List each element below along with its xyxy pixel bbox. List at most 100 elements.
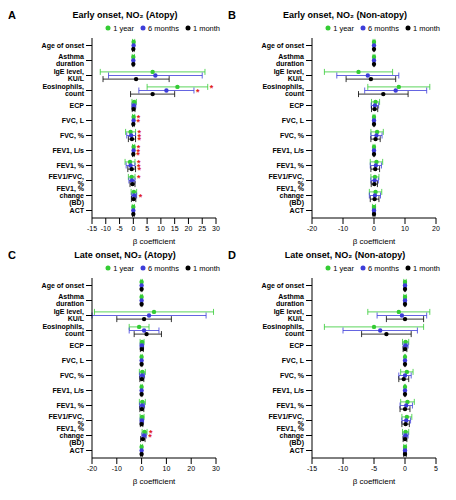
svg-text:ACT: ACT (290, 207, 305, 214)
svg-text:10: 10 (163, 465, 171, 472)
svg-text:FVC, L: FVC, L (62, 357, 85, 365)
html-text:1 month: 1 month (412, 23, 440, 33)
svg-text:FEV1, L/s: FEV1, L/s (272, 387, 304, 395)
svg-text:FVC, L: FVC, L (62, 117, 85, 125)
svg-text:-20: -20 (87, 465, 97, 472)
svg-text:IgE level,KU/L: IgE level,KU/L (54, 68, 85, 82)
svg-text:ECP: ECP (70, 102, 85, 109)
html-text:Late onset, NO₂ (Atopy): Late onset, NO₂ (Atopy) (74, 250, 176, 260)
svg-text:*: * (138, 135, 142, 145)
svg-text:-10: -10 (338, 465, 348, 472)
svg-text:Age of onset: Age of onset (42, 42, 85, 50)
svg-text:15: 15 (171, 225, 179, 232)
svg-text:*: * (139, 192, 143, 202)
svg-text:Eosinophils,count: Eosinophils,count (42, 323, 84, 337)
svg-text:Eosinophils,count: Eosinophils,count (262, 83, 304, 97)
svg-text:ACT: ACT (70, 447, 85, 454)
svg-text:IgE level,KU/L: IgE level,KU/L (274, 68, 305, 82)
svg-text:FEV1, L/s: FEV1, L/s (52, 147, 84, 155)
html-text:1 year: 1 year (113, 263, 134, 273)
svg-text:Eosinophils,count: Eosinophils,count (262, 323, 304, 337)
svg-text:FVC, %: FVC, % (60, 132, 85, 140)
svg-text:Asthmaduration: Asthmaduration (56, 53, 84, 67)
svg-text:FEV1, L/s: FEV1, L/s (52, 387, 84, 395)
svg-text:0: 0 (372, 225, 376, 232)
html-text:6 months: 6 months (368, 263, 399, 273)
html-text:1 month: 1 month (192, 23, 220, 33)
svg-text:Eosinophils,count: Eosinophils,count (42, 83, 84, 97)
svg-text:IgE level,KU/L: IgE level,KU/L (54, 308, 85, 322)
svg-text:30: 30 (212, 225, 220, 232)
html-text:1 month: 1 month (412, 263, 440, 273)
html-text:FEV1/FVC,: FEV1/FVC, (48, 173, 84, 181)
svg-text:-5: -5 (116, 225, 122, 232)
svg-text:Age of onset: Age of onset (262, 282, 305, 290)
svg-text:β coefficient: β coefficient (353, 237, 396, 246)
svg-text:30: 30 (212, 465, 220, 472)
svg-text:ECP: ECP (290, 102, 305, 109)
svg-text:20: 20 (185, 225, 193, 232)
svg-text:5: 5 (434, 465, 438, 472)
svg-text:*: * (196, 87, 200, 97)
svg-text:*: * (136, 150, 140, 160)
svg-text:FEV1, %change(BD): FEV1, %change(BD) (276, 185, 304, 207)
svg-text:-10: -10 (112, 465, 122, 472)
svg-text:-20: -20 (307, 225, 317, 232)
html-text:6 months: 6 months (148, 23, 179, 33)
svg-text:ACT: ACT (70, 207, 85, 214)
svg-text:20: 20 (432, 225, 440, 232)
html-text:1 year: 1 year (333, 23, 354, 33)
html-text:A: A (8, 9, 16, 21)
svg-text:-15: -15 (87, 225, 97, 232)
svg-text:FVC, %: FVC, % (60, 372, 85, 380)
svg-text:FEV1, %: FEV1, % (56, 402, 84, 410)
svg-text:5: 5 (145, 225, 149, 232)
svg-text:Age of onset: Age of onset (42, 282, 85, 290)
svg-text:FEV1, %change(BD): FEV1, %change(BD) (276, 425, 304, 447)
svg-text:FEV1, %change(BD): FEV1, %change(BD) (56, 425, 84, 447)
svg-text:IgE level,KU/L: IgE level,KU/L (274, 308, 305, 322)
svg-text:-5: -5 (371, 465, 377, 472)
svg-text:FVC, %: FVC, % (280, 132, 305, 140)
html-text:1 year: 1 year (113, 23, 134, 33)
svg-text:Asthmaduration: Asthmaduration (276, 53, 304, 67)
svg-text:ECP: ECP (290, 342, 305, 349)
html-text:1 month: 1 month (192, 263, 220, 273)
svg-text:0: 0 (131, 225, 135, 232)
svg-text:Age of onset: Age of onset (262, 42, 305, 50)
svg-text:*: * (136, 117, 140, 127)
svg-text:20: 20 (187, 465, 195, 472)
svg-text:FVC, L: FVC, L (282, 357, 305, 365)
svg-text:10: 10 (401, 225, 409, 232)
html-text:Late onset, NO₂ (Non-atopy): Late onset, NO₂ (Non-atopy) (284, 250, 406, 260)
svg-text:FVC, %: FVC, % (280, 372, 305, 380)
svg-text:-10: -10 (338, 225, 348, 232)
svg-text:β coefficient: β coefficient (133, 477, 176, 486)
svg-text:FVC, L: FVC, L (282, 117, 305, 125)
svg-text:FEV1, %change(BD): FEV1, %change(BD) (56, 185, 84, 207)
svg-text:FEV1, %: FEV1, % (56, 162, 84, 170)
html-text:Early onset, NO₂ (Non-atopy): Early onset, NO₂ (Non-atopy) (283, 10, 407, 20)
svg-text:-10: -10 (101, 225, 111, 232)
svg-text:10: 10 (157, 225, 165, 232)
html-text:6 months: 6 months (148, 263, 179, 273)
svg-text:β coefficient: β coefficient (133, 237, 176, 246)
svg-text:25: 25 (198, 225, 206, 232)
svg-text:ACT: ACT (290, 447, 305, 454)
svg-text:*: * (138, 165, 142, 175)
html-text:Early onset, NO₂ (Atopy): Early onset, NO₂ (Atopy) (72, 10, 178, 20)
svg-text:β coefficient: β coefficient (353, 477, 396, 486)
svg-text:FEV1, %: FEV1, % (276, 162, 304, 170)
svg-text:FEV1, L/s: FEV1, L/s (272, 147, 304, 155)
svg-text:0: 0 (403, 465, 407, 472)
svg-text:-15: -15 (307, 465, 317, 472)
svg-text:*: * (148, 432, 152, 442)
html-text:6 months: 6 months (368, 23, 399, 33)
svg-text:*: * (210, 83, 214, 93)
svg-text:0: 0 (140, 465, 144, 472)
svg-text:ECP: ECP (70, 342, 85, 349)
svg-text:Asthmaduration: Asthmaduration (56, 293, 84, 307)
svg-text:FEV1, %: FEV1, % (276, 402, 304, 410)
svg-text:Asthmaduration: Asthmaduration (276, 293, 304, 307)
html-text:1 year: 1 year (333, 263, 354, 273)
